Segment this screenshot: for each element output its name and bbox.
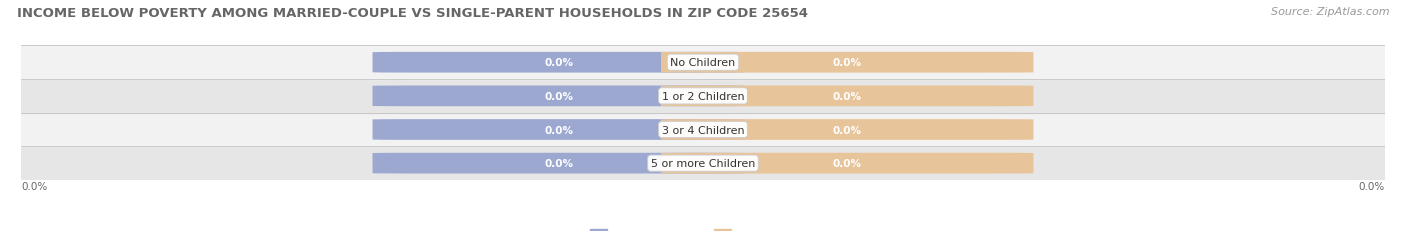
FancyBboxPatch shape (373, 153, 745, 174)
Bar (21, 113, 1385, 147)
FancyBboxPatch shape (661, 120, 1033, 140)
Text: 1 or 2 Children: 1 or 2 Children (662, 91, 744, 101)
Text: 3 or 4 Children: 3 or 4 Children (662, 125, 744, 135)
Text: 0.0%: 0.0% (832, 125, 862, 135)
Bar (21, 46, 1385, 80)
Text: 0.0%: 0.0% (544, 125, 574, 135)
Text: INCOME BELOW POVERTY AMONG MARRIED-COUPLE VS SINGLE-PARENT HOUSEHOLDS IN ZIP COD: INCOME BELOW POVERTY AMONG MARRIED-COUPL… (17, 7, 808, 20)
FancyBboxPatch shape (373, 86, 745, 107)
Bar (21, 147, 1385, 180)
FancyBboxPatch shape (373, 53, 745, 73)
Legend: Married Couples, Single Parents: Married Couples, Single Parents (586, 225, 820, 231)
Text: No Children: No Children (671, 58, 735, 68)
Text: 0.0%: 0.0% (544, 58, 574, 68)
Text: 0.0%: 0.0% (832, 91, 862, 101)
FancyBboxPatch shape (661, 53, 1033, 73)
Text: 0.0%: 0.0% (832, 158, 862, 168)
Text: Source: ZipAtlas.com: Source: ZipAtlas.com (1271, 7, 1389, 17)
Text: 0.0%: 0.0% (1358, 181, 1385, 191)
Text: 0.0%: 0.0% (544, 91, 574, 101)
Text: 5 or more Children: 5 or more Children (651, 158, 755, 168)
Bar (21, 80, 1385, 113)
FancyBboxPatch shape (661, 153, 1033, 174)
Text: 0.0%: 0.0% (832, 58, 862, 68)
FancyBboxPatch shape (661, 86, 1033, 107)
Text: 0.0%: 0.0% (544, 158, 574, 168)
Text: 0.0%: 0.0% (21, 181, 48, 191)
FancyBboxPatch shape (373, 120, 745, 140)
